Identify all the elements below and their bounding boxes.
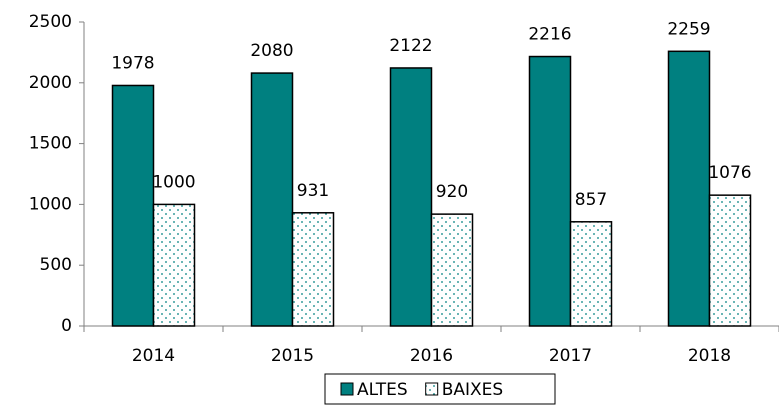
- data-label: 2216: [528, 25, 571, 45]
- y-tick-label: 2500: [29, 12, 72, 32]
- y-tick-label: 1500: [29, 134, 72, 154]
- data-label: 2122: [389, 36, 432, 56]
- bar: [708, 194, 752, 327]
- legend-box: [324, 373, 556, 405]
- data-label: 2080: [250, 41, 293, 61]
- bar: [111, 84, 155, 327]
- bar: [291, 212, 335, 327]
- legend-swatch: [340, 382, 354, 396]
- bar: [250, 72, 294, 327]
- bar: [152, 203, 196, 327]
- data-label: 857: [575, 190, 607, 210]
- x-tick-label: 2015: [271, 346, 314, 366]
- y-tick-label: 2000: [29, 73, 72, 93]
- bar: [667, 50, 711, 327]
- data-label: 920: [436, 182, 468, 202]
- bar: [430, 213, 474, 327]
- data-label: 1000: [152, 172, 195, 192]
- bar: [569, 221, 613, 327]
- y-tick-label: 1000: [29, 194, 72, 214]
- legend-label: ALTES: [357, 380, 408, 400]
- bar: [528, 55, 572, 327]
- y-tick-label: 500: [40, 255, 72, 275]
- x-tick-label: 2016: [410, 346, 453, 366]
- x-tick-label: 2017: [549, 346, 592, 366]
- data-label: 2259: [667, 19, 710, 39]
- bar: [389, 67, 433, 327]
- y-tick-label: 0: [61, 316, 72, 336]
- data-label: 1978: [111, 53, 154, 73]
- legend-label: BAIXES: [442, 380, 503, 400]
- data-label: 931: [297, 181, 329, 201]
- x-tick-label: 2018: [688, 346, 731, 366]
- legend: ALTES BAIXES: [324, 373, 556, 405]
- data-label: 1076: [708, 163, 751, 183]
- legend-swatch: [425, 382, 439, 396]
- x-tick-label: 2014: [132, 346, 175, 366]
